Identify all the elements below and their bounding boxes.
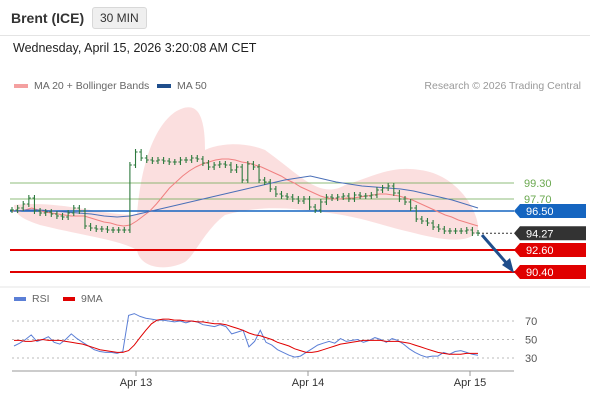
instrument-title: Brent (ICE) — [11, 10, 85, 26]
time-label-2: Apr 15 — [454, 377, 486, 389]
forecast-arrowhead — [502, 258, 514, 273]
legend-ma20-label: MA 20 + Bollinger Bands — [34, 80, 150, 92]
ma20-swatch — [14, 84, 28, 89]
legend-9ma: 9MA — [63, 293, 103, 305]
level-label-90.40: 90.40 — [526, 267, 554, 279]
level-label-97.70: 97.70 — [524, 194, 552, 206]
rsi-tick-30: 30 — [525, 353, 537, 365]
level-label-92.60: 92.60 — [526, 245, 554, 257]
legend-9ma-label: 9MA — [81, 293, 103, 305]
legend-ma50: MA 50 — [157, 80, 207, 92]
rsi-9ma-line — [14, 318, 478, 355]
ma50-line — [13, 175, 479, 218]
time-label-0: Apr 13 — [120, 377, 152, 389]
level-label-99.30: 99.30 — [524, 178, 552, 190]
chart-header: Brent (ICE) 30 MIN — [0, 0, 590, 36]
level-tag-92.60 — [514, 243, 586, 257]
ma50-swatch — [157, 84, 171, 89]
credit-text: Research © 2026 Trading Central — [424, 80, 581, 92]
legend-ma50-label: MA 50 — [177, 80, 207, 92]
legend-ma20: MA 20 + Bollinger Bands — [14, 80, 149, 92]
level-label-96.50: 96.50 — [526, 206, 554, 218]
rsi-tick-50: 50 — [525, 335, 537, 347]
legend-rsi-label: RSI — [32, 293, 50, 305]
level-tag-90.40 — [514, 265, 586, 279]
rsi-tick-70: 70 — [525, 316, 537, 328]
rsi-line — [13, 313, 479, 358]
current-price-label: 94.27 — [526, 228, 554, 240]
current-price-tag — [514, 226, 586, 241]
rsi-swatch — [14, 297, 26, 302]
legend-rsi: RSI — [14, 293, 50, 305]
ma9-swatch — [63, 297, 75, 302]
chart-datetime: Wednesday, April 15, 2026 3:20:08 AM CET — [13, 41, 257, 55]
level-tag-96.50 — [514, 204, 586, 218]
timeframe-button[interactable]: 30 MIN — [92, 7, 147, 29]
time-label-1: Apr 14 — [292, 377, 324, 389]
ma20-line — [12, 158, 479, 227]
bollinger-band — [14, 107, 479, 268]
forecast-arrow — [480, 234, 511, 267]
